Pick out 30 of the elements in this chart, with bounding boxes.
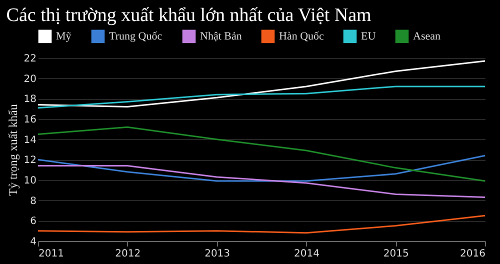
y-tick-label: 12 — [24, 155, 36, 166]
x-tick-label: 2014 — [294, 248, 320, 260]
y-tick-label: 22 — [24, 54, 36, 64]
x-tick-label: 2016 — [460, 248, 486, 260]
y-tick-label: 10 — [24, 176, 36, 186]
line-series — [37, 86, 486, 109]
legend-label: Nhật Bản — [200, 30, 242, 42]
y-tick-label: 18 — [24, 94, 36, 106]
x-tick-label: 2015 — [383, 248, 409, 260]
line-series — [37, 214, 486, 234]
x-tick-label: 2013 — [204, 248, 230, 260]
x-tick-label: 2011 — [38, 248, 64, 260]
y-tick-label: 8 — [30, 196, 36, 207]
line-series — [37, 126, 486, 182]
y-tick-label: 6 — [30, 216, 36, 228]
legend-label: EU — [361, 30, 376, 42]
legend-label: Mỹ — [56, 30, 72, 42]
y-tick-label: 14 — [24, 134, 36, 146]
legend-label: Trung Quốc — [109, 30, 162, 42]
y-tick-label: 20 — [24, 74, 36, 85]
y-tick-label: 16 — [24, 114, 36, 126]
chart-title: Các thị trường xuất khẩu lớn nhất của Việt Nam — [6, 5, 372, 26]
legend-label: Asean — [413, 30, 441, 42]
line-series — [37, 165, 486, 198]
legend-label: Hàn Quốc — [279, 30, 324, 42]
y-tick-label: 4 — [30, 236, 36, 248]
line-series — [37, 154, 486, 182]
x-tick-label: 2012 — [115, 248, 141, 260]
line-series — [37, 60, 486, 108]
y-axis-title: Tỷ trọng xuất khẩu — [6, 104, 20, 196]
